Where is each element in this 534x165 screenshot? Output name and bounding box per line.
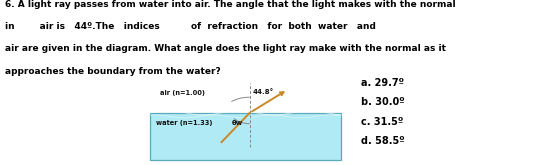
Text: b. 30.0º: b. 30.0º	[361, 97, 405, 107]
Text: in        air is   44º.The   indices          of  refraction   for  both  water : in air is 44º.The indices of refraction …	[5, 22, 376, 31]
Text: a. 29.7º: a. 29.7º	[361, 78, 404, 88]
Text: air (n=1.00): air (n=1.00)	[160, 90, 206, 96]
Bar	[150, 113, 341, 160]
Text: 6. A light ray passes from water into air. The angle that the light makes with t: 6. A light ray passes from water into ai…	[5, 0, 456, 9]
Text: θw: θw	[231, 120, 242, 126]
Text: 44.8°: 44.8°	[253, 89, 274, 95]
Text: water (n=1.33): water (n=1.33)	[156, 120, 213, 126]
Text: d. 58.5º: d. 58.5º	[361, 136, 405, 146]
Text: approaches the boundary from the water?: approaches the boundary from the water?	[5, 66, 221, 76]
Text: c. 31.5º: c. 31.5º	[361, 116, 404, 127]
Text: air are given in the diagram. What angle does the light ray make with the normal: air are given in the diagram. What angle…	[5, 44, 446, 53]
